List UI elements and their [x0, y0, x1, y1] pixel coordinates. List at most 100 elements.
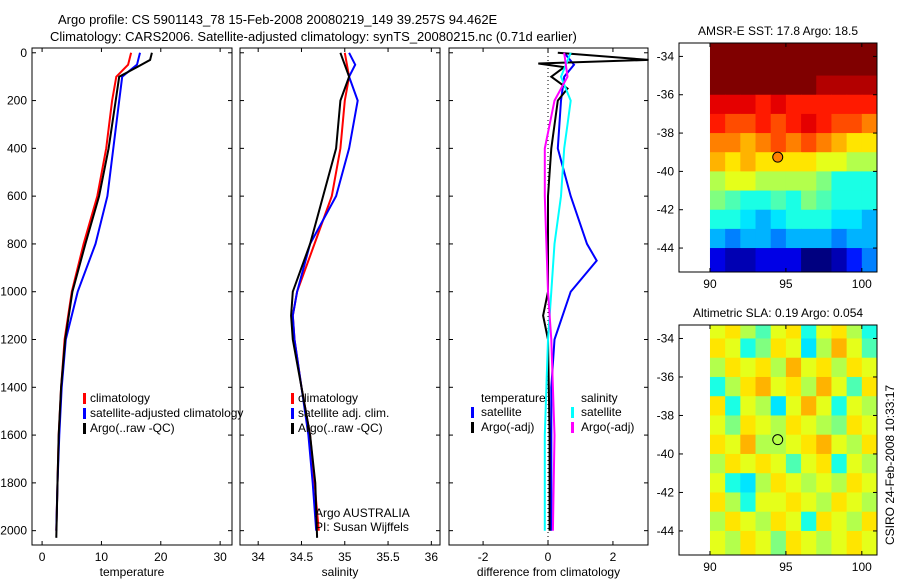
heatmap-cell	[785, 325, 802, 339]
legend-swatch	[291, 408, 294, 419]
y-tick-label: -36	[657, 88, 675, 102]
heatmap-cell	[709, 338, 726, 359]
heatmap-cell	[861, 190, 878, 211]
heatmap-cell	[861, 248, 878, 273]
heatmap-cell	[709, 434, 726, 455]
heatmap-cell	[816, 56, 832, 77]
heatmap-cell	[725, 415, 741, 436]
heatmap-cell	[740, 209, 757, 230]
x-tick-label: 20	[154, 550, 168, 564]
heatmap-cell	[725, 434, 741, 455]
heatmap-cell	[725, 113, 741, 134]
heatmap-cell	[725, 473, 741, 493]
x-tick-label: 95	[779, 560, 793, 574]
heatmap-cell	[831, 171, 848, 192]
heatmap-cell	[740, 415, 757, 436]
heatmap-cell	[831, 209, 848, 230]
legend-swatch	[571, 407, 574, 418]
heatmap-cell	[801, 396, 817, 416]
y-tick-label: 1000	[0, 285, 27, 299]
heatmap-cell	[725, 152, 741, 172]
chart-0: 0 10 20 30 0 200 400 600 800 1000 1200 1400 1600 1800…	[0, 46, 243, 579]
x-axis-label: difference from climatology	[477, 565, 620, 579]
heatmap-cell	[755, 228, 772, 249]
heatmap-cell	[801, 152, 817, 172]
x-tick-label: 30	[213, 550, 227, 564]
map-title: Altimetric SLA: 0.19 Argo: 0.054	[693, 306, 863, 320]
heatmap-cell	[755, 75, 772, 96]
heatmap-cell	[725, 209, 741, 230]
heatmap-cell	[831, 473, 848, 493]
heatmap-cell	[785, 473, 802, 493]
y-tick-label: 200	[7, 94, 27, 108]
y-tick-label: -38	[657, 126, 675, 140]
heatmap-cell	[801, 248, 817, 273]
legend-label: satellite	[581, 405, 622, 419]
heatmap-cell	[801, 113, 817, 134]
heatmap-cell	[846, 453, 863, 474]
heatmap-cell	[846, 209, 863, 230]
heatmap-cell	[816, 94, 832, 115]
heatmap-cell	[801, 511, 817, 532]
heatmap-cell	[725, 56, 741, 77]
heatmap-cell	[725, 325, 741, 339]
heatmap-cell	[861, 209, 878, 230]
heatmap-cell	[709, 43, 726, 57]
y-tick-label: -40	[657, 164, 675, 178]
heatmap-cell	[770, 511, 787, 532]
heatmap-cell	[709, 171, 726, 192]
heatmap-cell	[725, 171, 741, 192]
heatmap-cell	[861, 56, 878, 77]
heatmap-cell	[755, 113, 772, 134]
heatmap-cell	[740, 473, 757, 493]
y-tick-label: -42	[657, 485, 675, 499]
series-line-temperature-argo-adj-	[538, 51, 649, 531]
heatmap-cell	[861, 171, 878, 192]
heatmap-cell	[725, 338, 741, 359]
credit-line2: PI: Susan Wijffels	[315, 520, 409, 534]
y-tick-label: 1600	[0, 428, 27, 442]
heatmap-cell	[725, 396, 741, 416]
heatmap-cell	[816, 453, 832, 474]
heatmap-cell	[740, 228, 757, 249]
heatmap-cell	[801, 357, 817, 378]
legend-label: Argo(..raw -QC)	[298, 421, 383, 435]
y-tick-label: 1800	[0, 476, 27, 490]
heatmap-cell	[785, 357, 802, 378]
heatmap-cell	[770, 113, 787, 134]
heatmap-cell	[831, 43, 848, 57]
heatmap-cell	[846, 473, 863, 493]
heatmap-cell	[816, 209, 832, 230]
heatmap-cell	[725, 453, 741, 474]
heatmap-cell	[709, 152, 726, 172]
heatmap-cell	[709, 415, 726, 436]
heatmap-cell	[770, 338, 787, 359]
heatmap-cell	[755, 94, 772, 115]
series-line-salinity-satellite	[543, 52, 572, 531]
heatmap-cell	[725, 492, 741, 513]
heatmap-cell	[831, 530, 848, 556]
heatmap-cell	[846, 415, 863, 436]
heatmap-cell	[709, 113, 726, 134]
heatmap-cell	[785, 228, 802, 249]
heatmap-cell	[861, 415, 878, 436]
heatmap-cell	[755, 56, 772, 77]
heatmap-cell	[709, 453, 726, 474]
heatmap-cell	[785, 396, 802, 416]
x-tick-label: 100	[852, 560, 872, 574]
heatmap-cell	[801, 171, 817, 192]
legend-label: satellite-adjusted climatology	[90, 406, 243, 420]
legend-swatch	[83, 423, 86, 434]
heatmap-cell	[740, 171, 757, 192]
heatmap-cell	[785, 511, 802, 532]
heatmap-cell	[709, 396, 726, 416]
heatmap-cell	[770, 453, 787, 474]
x-tick-label: 35.5	[376, 550, 400, 564]
heatmap-cell	[755, 376, 772, 397]
heatmap-cell	[770, 209, 787, 230]
heatmap-cell	[861, 228, 878, 249]
y-tick-label: -34	[657, 49, 675, 63]
heatmap-cell	[785, 94, 802, 115]
heatmap-cell	[770, 171, 787, 192]
heatmap-cell	[846, 357, 863, 378]
